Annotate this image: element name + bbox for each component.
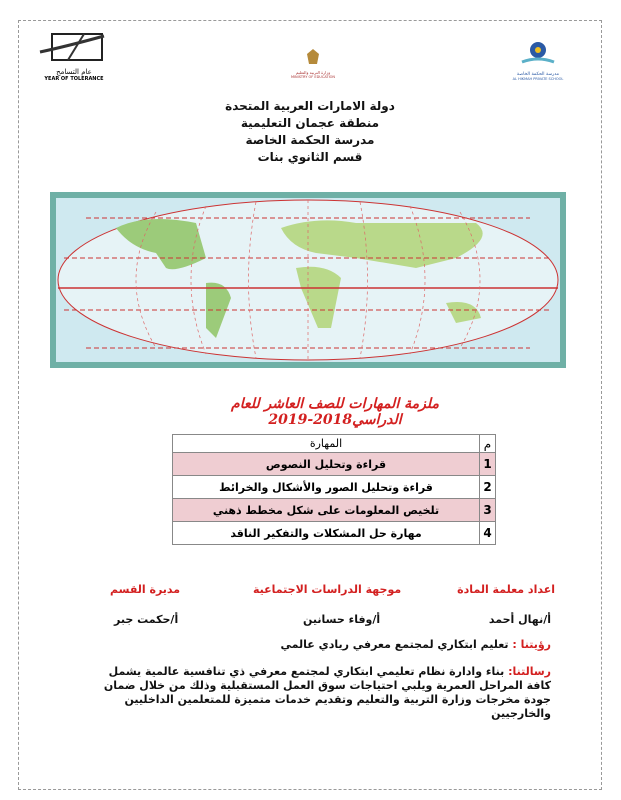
row-num: 3 <box>479 498 496 522</box>
logo-text-ar: عام التسامح <box>56 68 92 76</box>
school-flower-icon <box>521 42 555 64</box>
teacher-label: اعداد معلمة المادة <box>457 583 555 596</box>
palm-branch-icon <box>39 33 105 61</box>
vision: رؤيتنا : تعليم ابتكاري لمجتمع معرفي رياد… <box>281 638 552 652</box>
table-row: 2 قراءة وتحليل الصور والأشكال والخرائط <box>172 475 496 499</box>
logo-text-en: YEAR OF TOLERANCE <box>44 76 104 82</box>
head-name: أ/حكمت جبر <box>114 613 179 626</box>
skills-table: م المهارة 1 قراءة وتحليل النصوص 2 قراءة وتح… <box>172 434 496 545</box>
header-zone: منطقة عجمان التعليمية <box>240 116 380 130</box>
logo-text-ar: مدرسة الحكمة الخاصة <box>516 72 560 77</box>
row-num: 2 <box>479 475 496 499</box>
document-title: ملزمة المهارات للصف العاشر للعام الدراسي… <box>231 396 439 428</box>
mission-text: بناء وادارة نظام تعليمي ابتكاري لمجتمع م… <box>103 665 551 720</box>
row-skill: قراءة وتحليل النصوص <box>172 452 480 476</box>
header-school: مدرسة الحكمة الخاصة <box>245 133 375 147</box>
logo-text-en: MINISTRY OF EDUCATION <box>291 75 335 79</box>
logo-text-ar: وزارة التربية والتعليم <box>295 70 331 75</box>
world-map-drawing <box>57 199 559 361</box>
teacher-name: أ/نهال أحمد <box>488 613 551 626</box>
header-skill: المهارة <box>172 434 480 453</box>
head-label: مديرة القسم <box>110 583 181 596</box>
row-skill: مهارة حل المشكلات والتفكير الناقد <box>172 521 480 545</box>
vision-label: رؤيتنا : <box>512 638 551 651</box>
supervisor-label: موجهة الدراسات الاجتماعية <box>253 583 402 596</box>
emblem-icon <box>307 49 319 64</box>
table-row: 1 قراءة وتحليل النصوص <box>172 452 496 476</box>
supervisor-name: أ/وفاء حسانين <box>303 613 381 626</box>
school-header: دولة الامارات العربية المتحدة منطقة عجما… <box>160 98 460 166</box>
year-of-tolerance-logo: عام التسامح YEAR OF TOLERANCE <box>38 32 110 82</box>
table-header-row: م المهارة <box>172 434 496 453</box>
ministry-logo: وزارة التربية والتعليم MINISTRY OF EDUCA… <box>288 48 338 79</box>
table-row: 4 مهارة حل المشكلات والتفكير الناقد <box>172 521 496 545</box>
row-num: 1 <box>479 452 496 476</box>
header-num: م <box>479 434 496 453</box>
header-section: قسم الثانوي بنات <box>257 150 363 164</box>
logo-text-en: AL HIKMAH PRIVATE SCHOOL <box>512 77 564 81</box>
row-num: 4 <box>479 521 496 545</box>
header-country: دولة الامارات العربية المتحدة <box>225 99 395 113</box>
mission: رسالتنا: بناء وادارة نظام تعليمي ابتكاري… <box>100 665 551 721</box>
page-border <box>18 20 602 790</box>
row-skill: قراءة وتحليل الصور والأشكال والخرائط <box>172 475 480 499</box>
vision-text: تعليم ابتكاري لمجتمع معرفي ريادي عالمي <box>280 638 513 651</box>
world-map <box>50 192 566 368</box>
row-skill: تلخيص المعلومات على شكل مخطط ذهني <box>172 498 480 522</box>
school-logo: مدرسة الحكمة الخاصة AL HIKMAH PRIVATE SC… <box>508 40 568 81</box>
table-row: 3 تلخيص المعلومات على شكل مخطط ذهني <box>172 498 496 522</box>
mission-label: رسالتنا: <box>508 665 551 678</box>
